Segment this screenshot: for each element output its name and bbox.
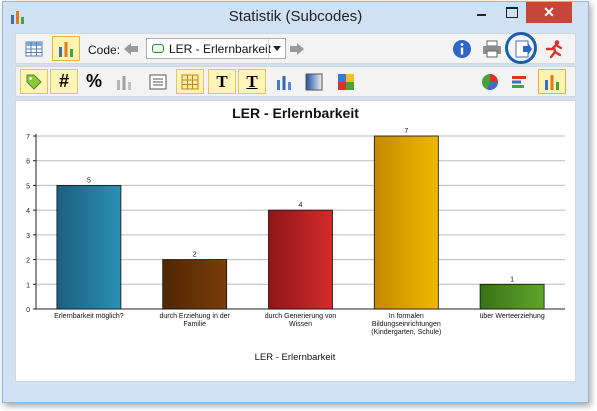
y-tick-label: 0 [26, 307, 30, 314]
x-tick-label: durch Erziehung in der [159, 313, 230, 320]
x-tick-label: Bildungseinrichtungen [372, 321, 441, 328]
bar [56, 185, 122, 310]
y-tick-label: 2 [26, 258, 30, 265]
bar-3d-button[interactable] [110, 69, 138, 94]
exit-button[interactable] [540, 36, 568, 61]
previous-code-button[interactable] [120, 36, 142, 61]
x-tick-label: durch Generierung von [265, 313, 337, 320]
chart-title: LER - Erlernbarkeit [232, 105, 359, 121]
info-icon [453, 39, 471, 58]
code-label: Code: [88, 43, 121, 57]
y-tick-label: 7 [26, 134, 30, 141]
vertical-bar-icon [545, 74, 559, 90]
y-tick-label: 4 [26, 208, 30, 215]
bar [162, 259, 228, 310]
text-format-button[interactable]: T [238, 69, 266, 94]
bar [479, 283, 545, 310]
code-select[interactable]: LER - Erlernbarkeit [146, 38, 286, 59]
bar-chart: 0 1 2 3 4 5 6 7 5 Erlernbarkeit möglich? 2 durch Er… [26, 128, 565, 363]
bar-value-label: 5 [87, 177, 91, 184]
bar [373, 135, 439, 310]
tag-button[interactable] [20, 69, 48, 94]
horizontal-bar-icon [512, 75, 526, 88]
y-tick-label: 5 [26, 183, 30, 190]
bar-3d-icon [117, 75, 131, 90]
hash-button[interactable]: # [50, 69, 78, 94]
statistics-window: Statistik (Subcodes) ✕ Code: [2, 1, 589, 403]
table-view-button[interactable] [20, 36, 48, 61]
y-tick-label: 6 [26, 159, 30, 166]
percent-button[interactable]: % [85, 71, 102, 91]
grid-button[interactable] [176, 69, 204, 94]
palette-button[interactable] [332, 69, 360, 94]
chart-toolbar: # % T T [15, 66, 576, 97]
y-tick-label: 1 [26, 282, 30, 289]
back-arrow-icon [124, 42, 138, 55]
title-bar[interactable]: Statistik (Subcodes) ✕ [3, 2, 588, 32]
list-icon [149, 74, 167, 89]
tag-icon [26, 74, 42, 90]
bar-value-label: 4 [299, 202, 303, 209]
gradient-icon [305, 73, 323, 90]
exit-runner-icon [545, 39, 563, 58]
maximize-button[interactable] [497, 2, 525, 23]
grid-icon [181, 74, 199, 89]
close-button[interactable]: ✕ [526, 2, 572, 23]
x-tick-label: Familie [183, 321, 206, 328]
x-tick-label: Wissen [289, 321, 312, 328]
top-toolbar: Code: LER - Erlernbarkeit [15, 33, 576, 64]
x-tick-label: Erlernbarkeit möglich? [54, 313, 124, 320]
table-view-icon [25, 41, 43, 56]
chart-view-icon [59, 41, 73, 57]
info-button[interactable] [448, 36, 476, 61]
next-code-button[interactable] [286, 36, 308, 61]
x-tick-label: über Werteerziehung [479, 313, 544, 320]
code-select-value: LER - Erlernbarkeit [169, 42, 272, 56]
dropdown-arrow-icon[interactable] [268, 39, 285, 58]
x-axis-label: LER - Erlernbarkeit [255, 352, 336, 363]
bar-style-button[interactable] [270, 69, 298, 94]
code-tag-icon [152, 44, 164, 53]
bar-style-icon [277, 75, 291, 90]
horizontal-bar-button[interactable] [506, 69, 534, 94]
bar-value-label: 1 [510, 276, 514, 283]
app-chart-icon [10, 9, 26, 25]
y-tick-label: 3 [26, 233, 30, 240]
palette-icon [338, 73, 354, 90]
x-tick-label: In formalen [389, 313, 424, 320]
bar [268, 209, 333, 310]
bar-value-label: 2 [193, 252, 197, 259]
bar-value-label: 7 [404, 128, 408, 135]
pie-chart-icon [482, 73, 498, 90]
print-icon [483, 40, 501, 57]
chart-view-button[interactable] [52, 36, 80, 61]
chart-area: LER - Erlernbarkeit 0 1 2 3 4 5 6 7 5 Erlernbarke… [15, 100, 576, 382]
highlight-ring [505, 32, 537, 64]
x-tick-label: (Kindergarten, Schule) [371, 329, 441, 336]
minimize-button[interactable] [467, 2, 495, 23]
vertical-bar-button[interactable] [538, 69, 566, 94]
gradient-button[interactable] [300, 69, 328, 94]
print-button[interactable] [478, 36, 506, 61]
window-title: Statistik (Subcodes) [228, 8, 363, 25]
title-text-button[interactable]: T [208, 69, 236, 94]
forward-arrow-icon [290, 42, 304, 55]
pie-chart-button[interactable] [476, 69, 504, 94]
list-button[interactable] [144, 69, 172, 94]
